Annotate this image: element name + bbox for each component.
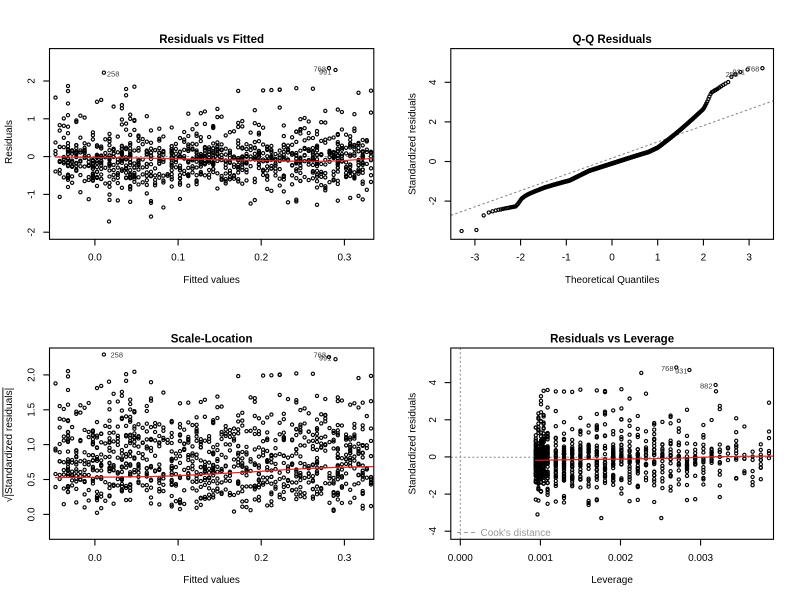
svg-text:Cook's distance: Cook's distance <box>481 528 552 539</box>
svg-text:0.2: 0.2 <box>254 253 268 264</box>
svg-text:-2: -2 <box>428 196 439 205</box>
svg-text:258: 258 <box>111 351 124 360</box>
svg-text:931: 931 <box>733 68 746 77</box>
svg-text:1: 1 <box>655 253 661 264</box>
svg-text:Theoretical Quantiles: Theoretical Quantiles <box>565 275 660 286</box>
svg-text:2: 2 <box>27 78 38 84</box>
svg-text:4: 4 <box>428 379 439 385</box>
svg-text:991: 991 <box>319 67 332 76</box>
svg-text:-2: -2 <box>428 489 439 498</box>
svg-text:0.0: 0.0 <box>88 553 102 564</box>
svg-text:4: 4 <box>428 79 439 85</box>
svg-text:0.2: 0.2 <box>254 553 268 564</box>
svg-text:-3: -3 <box>470 253 479 264</box>
svg-text:Residuals: Residuals <box>4 120 15 164</box>
svg-text:Scale-Location: Scale-Location <box>171 333 253 345</box>
svg-text:√|Standardized residuals|: √|Standardized residuals| <box>3 388 15 503</box>
svg-text:3: 3 <box>746 253 752 264</box>
svg-text:Fitted values: Fitted values <box>183 275 240 286</box>
svg-text:0.000: 0.000 <box>448 553 473 564</box>
svg-text:-2: -2 <box>27 227 38 236</box>
svg-text:Residuals vs Fitted: Residuals vs Fitted <box>159 34 264 46</box>
svg-text:2.0: 2.0 <box>27 368 38 382</box>
svg-text:0.0: 0.0 <box>27 507 38 521</box>
svg-text:931: 931 <box>675 367 688 376</box>
svg-text:0.1: 0.1 <box>171 553 185 564</box>
svg-text:0.003: 0.003 <box>688 553 713 564</box>
svg-text:0: 0 <box>428 158 439 164</box>
svg-text:768: 768 <box>661 364 674 373</box>
svg-text:0: 0 <box>27 153 38 159</box>
svg-text:Standardized residuals: Standardized residuals <box>408 393 419 495</box>
svg-text:0.3: 0.3 <box>337 253 351 264</box>
svg-text:1.5: 1.5 <box>27 402 38 416</box>
svg-text:2: 2 <box>428 417 439 423</box>
svg-text:0.1: 0.1 <box>171 253 185 264</box>
svg-text:Q-Q Residuals: Q-Q Residuals <box>572 34 651 46</box>
svg-text:-2: -2 <box>516 253 525 264</box>
svg-text:1: 1 <box>27 116 38 122</box>
svg-text:882: 882 <box>700 382 713 391</box>
svg-text:0.002: 0.002 <box>608 553 633 564</box>
svg-text:258: 258 <box>107 69 120 78</box>
svg-text:Standardized residuals: Standardized residuals <box>408 93 419 195</box>
svg-text:Fitted values: Fitted values <box>183 575 240 586</box>
svg-text:-4: -4 <box>428 526 439 535</box>
svg-text:768: 768 <box>747 64 760 73</box>
svg-text:2: 2 <box>428 119 439 125</box>
svg-text:768: 768 <box>314 65 327 74</box>
svg-text:2: 2 <box>701 253 707 264</box>
svg-text:-1: -1 <box>27 190 38 199</box>
svg-text:0.5: 0.5 <box>27 472 38 486</box>
svg-text:0.001: 0.001 <box>528 553 553 564</box>
svg-text:768: 768 <box>314 351 327 360</box>
svg-text:0.3: 0.3 <box>337 553 351 564</box>
svg-text:0.0: 0.0 <box>88 253 102 264</box>
svg-text:Leverage: Leverage <box>591 575 633 586</box>
svg-text:Residuals vs Leverage: Residuals vs Leverage <box>550 333 674 345</box>
svg-text:0: 0 <box>609 253 615 264</box>
svg-text:258: 258 <box>726 70 739 79</box>
svg-text:0: 0 <box>428 454 439 460</box>
svg-text:991: 991 <box>319 353 332 362</box>
svg-text:1.0: 1.0 <box>27 437 38 451</box>
svg-text:-1: -1 <box>562 253 571 264</box>
